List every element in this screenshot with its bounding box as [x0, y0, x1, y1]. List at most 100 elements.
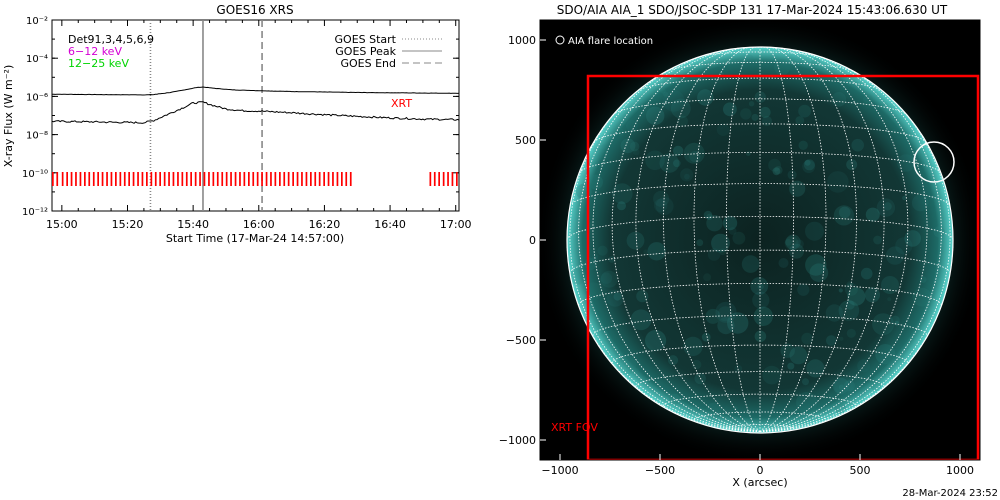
coronal-brightening	[660, 88, 666, 94]
xrt-obs-mark	[256, 172, 259, 186]
xrt-obs-mark	[301, 172, 303, 186]
coronal-brightening	[751, 113, 759, 121]
xrt-obs-mark	[305, 172, 308, 186]
xrt-obs-mark	[216, 172, 219, 186]
legend-goes-start: GOES Start	[335, 33, 397, 46]
x-tick-label: 15:20	[112, 218, 144, 231]
coronal-brightening	[885, 246, 905, 265]
coronal-brightening	[798, 140, 808, 150]
grid-line	[592, 50, 761, 432]
xrt-obs-mark	[323, 172, 325, 186]
coronal-brightening	[894, 320, 900, 326]
xrt-obs-mark	[287, 172, 290, 186]
coronal-brightening	[740, 108, 752, 120]
coronal-brightening	[911, 194, 929, 212]
x-tick-label: −1000	[541, 464, 578, 477]
grid-line	[566, 239, 761, 432]
x-tick-label: 15:00	[46, 218, 78, 231]
xrt-label: XRT	[391, 97, 412, 110]
y-tick-label: 10⁻¹²	[22, 207, 48, 218]
footer-timestamp: 28-Mar-2024 23:52	[902, 488, 998, 499]
x-tick-label: 1000	[946, 464, 974, 477]
xrt-obs-mark	[283, 172, 286, 186]
xrt-obs-mark	[88, 172, 91, 186]
coronal-brightening	[719, 248, 726, 256]
xrt-obs-mark	[203, 172, 206, 186]
coronal-brightening	[762, 365, 781, 385]
x-tick-label: −500	[645, 464, 675, 477]
coronal-brightening	[778, 258, 789, 268]
grid-line	[759, 56, 942, 432]
x-tick-label: 16:40	[374, 218, 406, 231]
xrt-obs-mark	[239, 172, 241, 186]
xrt-obs-mark	[84, 172, 86, 186]
coronal-brightening	[805, 221, 824, 241]
grid-line	[569, 82, 761, 432]
coronal-brightening	[883, 202, 892, 211]
y-tick-label: 0	[529, 234, 536, 247]
coronal-brightening	[904, 230, 921, 247]
flare-legend-text: AIA flare location	[568, 36, 653, 47]
xrt-obs-mark	[310, 172, 312, 186]
coronal-brightening	[876, 198, 896, 217]
coronal-brightening	[803, 159, 815, 171]
xrt-obs-mark	[234, 172, 237, 186]
coronal-brightening	[860, 267, 873, 280]
coronal-brightening	[891, 129, 896, 134]
coronal-brightening	[846, 328, 856, 338]
coronal-brightening	[673, 145, 684, 157]
coronal-brightening	[645, 150, 665, 171]
flux-series	[52, 86, 459, 124]
coronal-brightening	[784, 236, 799, 251]
coronal-brightening	[834, 376, 853, 396]
xrt-obs-mark	[163, 172, 166, 186]
coronal-brightening	[873, 235, 882, 245]
coronal-brightening	[789, 346, 808, 365]
coronal-brightening	[746, 54, 754, 62]
fov-label: XRT FOV	[551, 421, 598, 434]
coronal-brightening	[795, 116, 805, 125]
xrt-obs-mark	[433, 172, 436, 186]
xrt-obs-mark	[132, 172, 135, 186]
xrt-obs-mark	[101, 172, 104, 186]
coronal-brightening	[611, 183, 633, 205]
xrt-obs-mark	[314, 172, 317, 186]
coronal-brightening	[591, 253, 599, 260]
right-axis-ticks: −1000 −500 0 500 1000 −1000 −500 0 500 1000	[499, 34, 974, 477]
coronal-brightening	[643, 249, 649, 255]
coronal-brightening	[670, 98, 691, 119]
xrt-obs-mark	[97, 172, 99, 186]
coronal-brightening	[832, 377, 850, 394]
xrt-obs-mark	[172, 172, 175, 186]
det-label: Det91,3,4,5,6,9	[68, 33, 154, 46]
coronal-brightening	[617, 201, 626, 211]
xrt-obs-mark	[447, 172, 449, 186]
coronal-brightening	[881, 276, 899, 294]
coronal-brightening	[608, 256, 615, 263]
grid-line	[611, 344, 909, 364]
coronal-brightening	[844, 380, 855, 392]
x-tick-label: 0	[757, 464, 764, 477]
xrt-obs-mark	[92, 172, 95, 186]
xrt-obs-mark	[123, 172, 126, 186]
xrt-obs-mark	[332, 172, 334, 186]
xrt-obs-mark	[146, 172, 148, 186]
xrt-obs-mark	[292, 172, 294, 186]
y-tick-label: 10⁻²	[26, 16, 48, 27]
coronal-brightening	[733, 406, 738, 411]
xrt-obs-mark	[438, 172, 440, 186]
coronal-brightening	[597, 245, 608, 256]
coronal-brightening	[662, 90, 685, 112]
coronal-brightening	[846, 281, 854, 288]
coronal-brightening	[630, 309, 652, 331]
flux-line	[52, 86, 459, 96]
coronal-brightening	[683, 142, 705, 164]
coronal-brightening	[802, 378, 809, 386]
grid-line	[759, 82, 951, 432]
xrt-obs-mark	[159, 172, 161, 186]
coronal-brightening	[839, 336, 844, 341]
coronal-brightening	[717, 306, 733, 322]
grid-line	[611, 49, 761, 432]
xrt-obs-mark	[79, 172, 82, 186]
xrt-obs-mark	[110, 172, 113, 186]
